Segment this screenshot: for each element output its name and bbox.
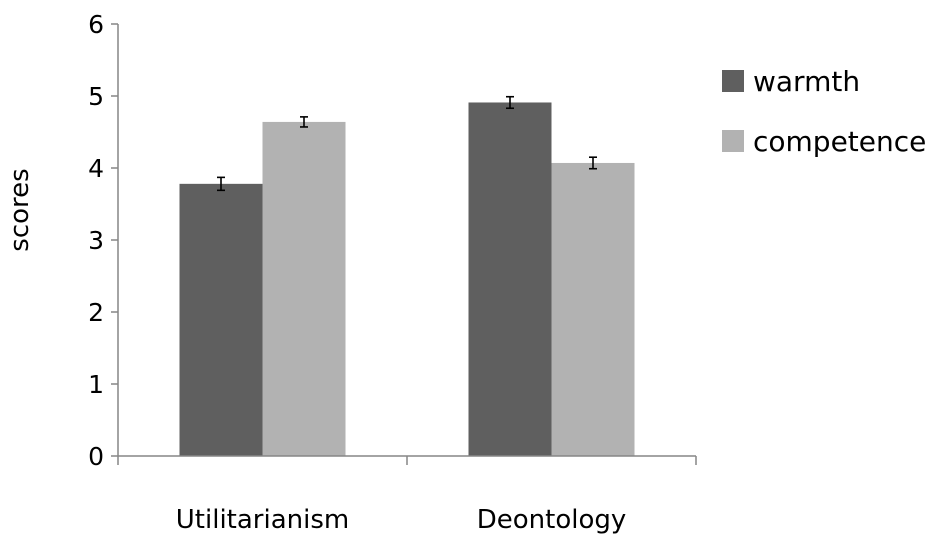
y-axis-title: scores	[5, 168, 35, 251]
y-tick-label: 4	[88, 154, 104, 183]
bar-warmth-utilitarianism	[179, 183, 263, 456]
bars-group	[179, 102, 635, 457]
x-category-label: Utilitarianism	[176, 505, 349, 535]
y-tick-label: 6	[88, 10, 104, 39]
legend-label-warmth: warmth	[753, 65, 860, 98]
y-tick-label: 3	[88, 226, 104, 255]
y-tick-label: 5	[88, 82, 104, 111]
bar-warmth-deontology	[468, 102, 552, 456]
legend-swatch-competence	[722, 130, 744, 152]
bar-competence-utilitarianism	[262, 121, 346, 457]
category-labels: Utilitarianism Deontology	[176, 505, 626, 535]
y-tick-label: 1	[88, 370, 104, 399]
legend-label-competence: competence	[753, 125, 926, 158]
legend-swatch-warmth	[722, 70, 744, 92]
legend: warmth competence	[722, 65, 926, 158]
error-bars-group	[217, 95, 597, 192]
axes-group	[117, 24, 697, 465]
y-tick-label: 2	[88, 298, 104, 327]
y-axis-ticks: 0 1 2 3 4 5 6	[88, 10, 118, 471]
x-category-label: Deontology	[477, 505, 627, 535]
y-tick-label: 0	[88, 442, 104, 471]
bar-competence-deontology	[551, 162, 635, 456]
